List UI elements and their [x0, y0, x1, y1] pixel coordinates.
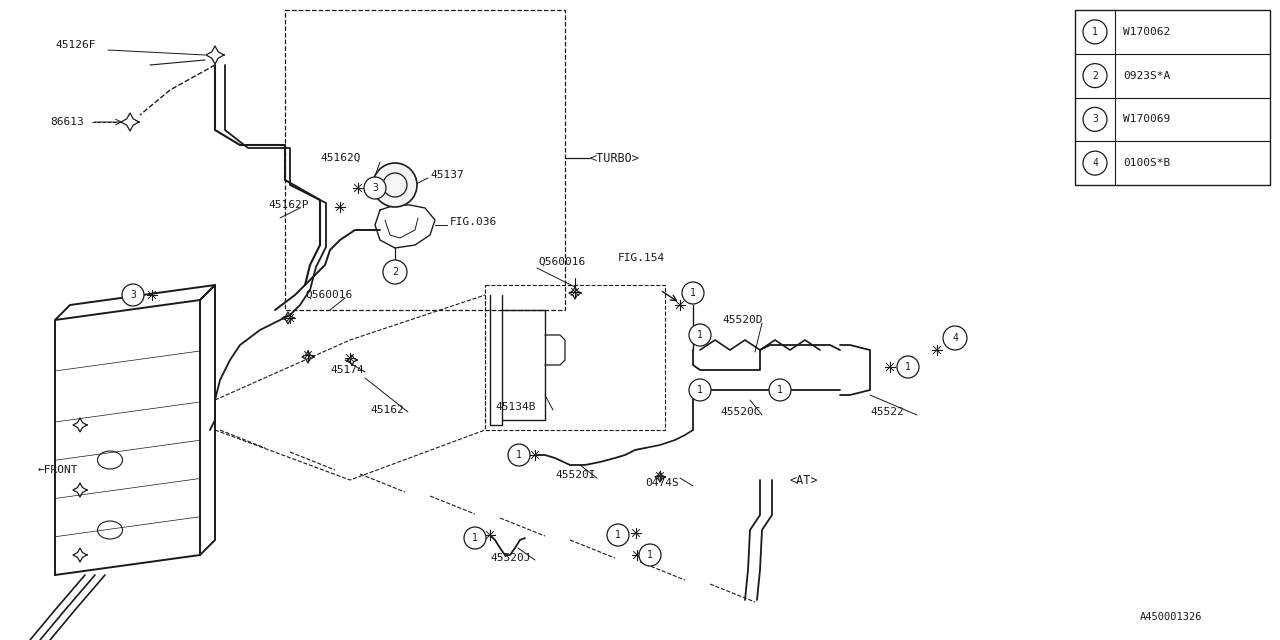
Text: Q560016: Q560016 — [305, 290, 352, 300]
Text: 4: 4 — [1092, 158, 1098, 168]
Text: 45134B: 45134B — [495, 402, 535, 412]
Text: 45520D: 45520D — [722, 315, 763, 325]
Text: 1: 1 — [648, 550, 653, 560]
Text: 45522: 45522 — [870, 407, 904, 417]
Text: 1: 1 — [472, 533, 477, 543]
Circle shape — [508, 444, 530, 466]
Text: 1: 1 — [1092, 27, 1098, 37]
Text: 0100S*B: 0100S*B — [1123, 158, 1170, 168]
Text: 0474S: 0474S — [645, 478, 678, 488]
Text: 1: 1 — [698, 330, 703, 340]
Circle shape — [639, 544, 660, 566]
Text: 2: 2 — [1092, 70, 1098, 81]
Text: <AT>: <AT> — [790, 474, 818, 486]
Text: 45520C: 45520C — [719, 407, 760, 417]
Circle shape — [607, 524, 628, 546]
Circle shape — [769, 379, 791, 401]
Text: 4: 4 — [952, 333, 957, 343]
Circle shape — [372, 163, 417, 207]
Text: 1: 1 — [698, 385, 703, 395]
Text: 45126F: 45126F — [55, 40, 96, 50]
Circle shape — [1083, 108, 1107, 131]
Circle shape — [122, 284, 143, 306]
Text: 0923S*A: 0923S*A — [1123, 70, 1170, 81]
Circle shape — [1083, 63, 1107, 88]
Circle shape — [1083, 20, 1107, 44]
Text: 45162P: 45162P — [268, 200, 308, 210]
Text: 45137: 45137 — [430, 170, 463, 180]
Text: 1: 1 — [905, 362, 911, 372]
Circle shape — [1083, 151, 1107, 175]
Text: 1: 1 — [516, 450, 522, 460]
Text: 3: 3 — [131, 290, 136, 300]
Circle shape — [897, 356, 919, 378]
Text: 3: 3 — [372, 183, 378, 193]
Text: 1: 1 — [616, 530, 621, 540]
Circle shape — [364, 177, 387, 199]
Text: 2: 2 — [392, 267, 398, 277]
Bar — [485, 285, 666, 430]
Circle shape — [383, 260, 407, 284]
Circle shape — [465, 527, 486, 549]
Text: 3: 3 — [1092, 115, 1098, 124]
Text: A450001326: A450001326 — [1140, 612, 1202, 622]
Text: 1: 1 — [777, 385, 783, 395]
Text: <TURBO>: <TURBO> — [590, 152, 640, 164]
Text: 45520J: 45520J — [490, 553, 530, 563]
Text: 45162: 45162 — [370, 405, 403, 415]
Text: 45174: 45174 — [330, 365, 364, 375]
Text: ←FRONT: ←FRONT — [38, 465, 78, 475]
Circle shape — [689, 379, 710, 401]
Bar — [285, 10, 564, 310]
Text: Q560016: Q560016 — [538, 257, 585, 267]
Text: 45520I: 45520I — [556, 470, 595, 480]
Text: W170062: W170062 — [1123, 27, 1170, 37]
Text: FIG.154: FIG.154 — [618, 253, 666, 263]
Circle shape — [682, 282, 704, 304]
Text: W170069: W170069 — [1123, 115, 1170, 124]
Text: FIG.036: FIG.036 — [451, 217, 497, 227]
Text: 1: 1 — [690, 288, 696, 298]
Circle shape — [943, 326, 966, 350]
Text: 45162Q: 45162Q — [320, 153, 361, 163]
Circle shape — [689, 324, 710, 346]
Bar — [1075, 10, 1270, 185]
Text: 86613: 86613 — [50, 117, 83, 127]
